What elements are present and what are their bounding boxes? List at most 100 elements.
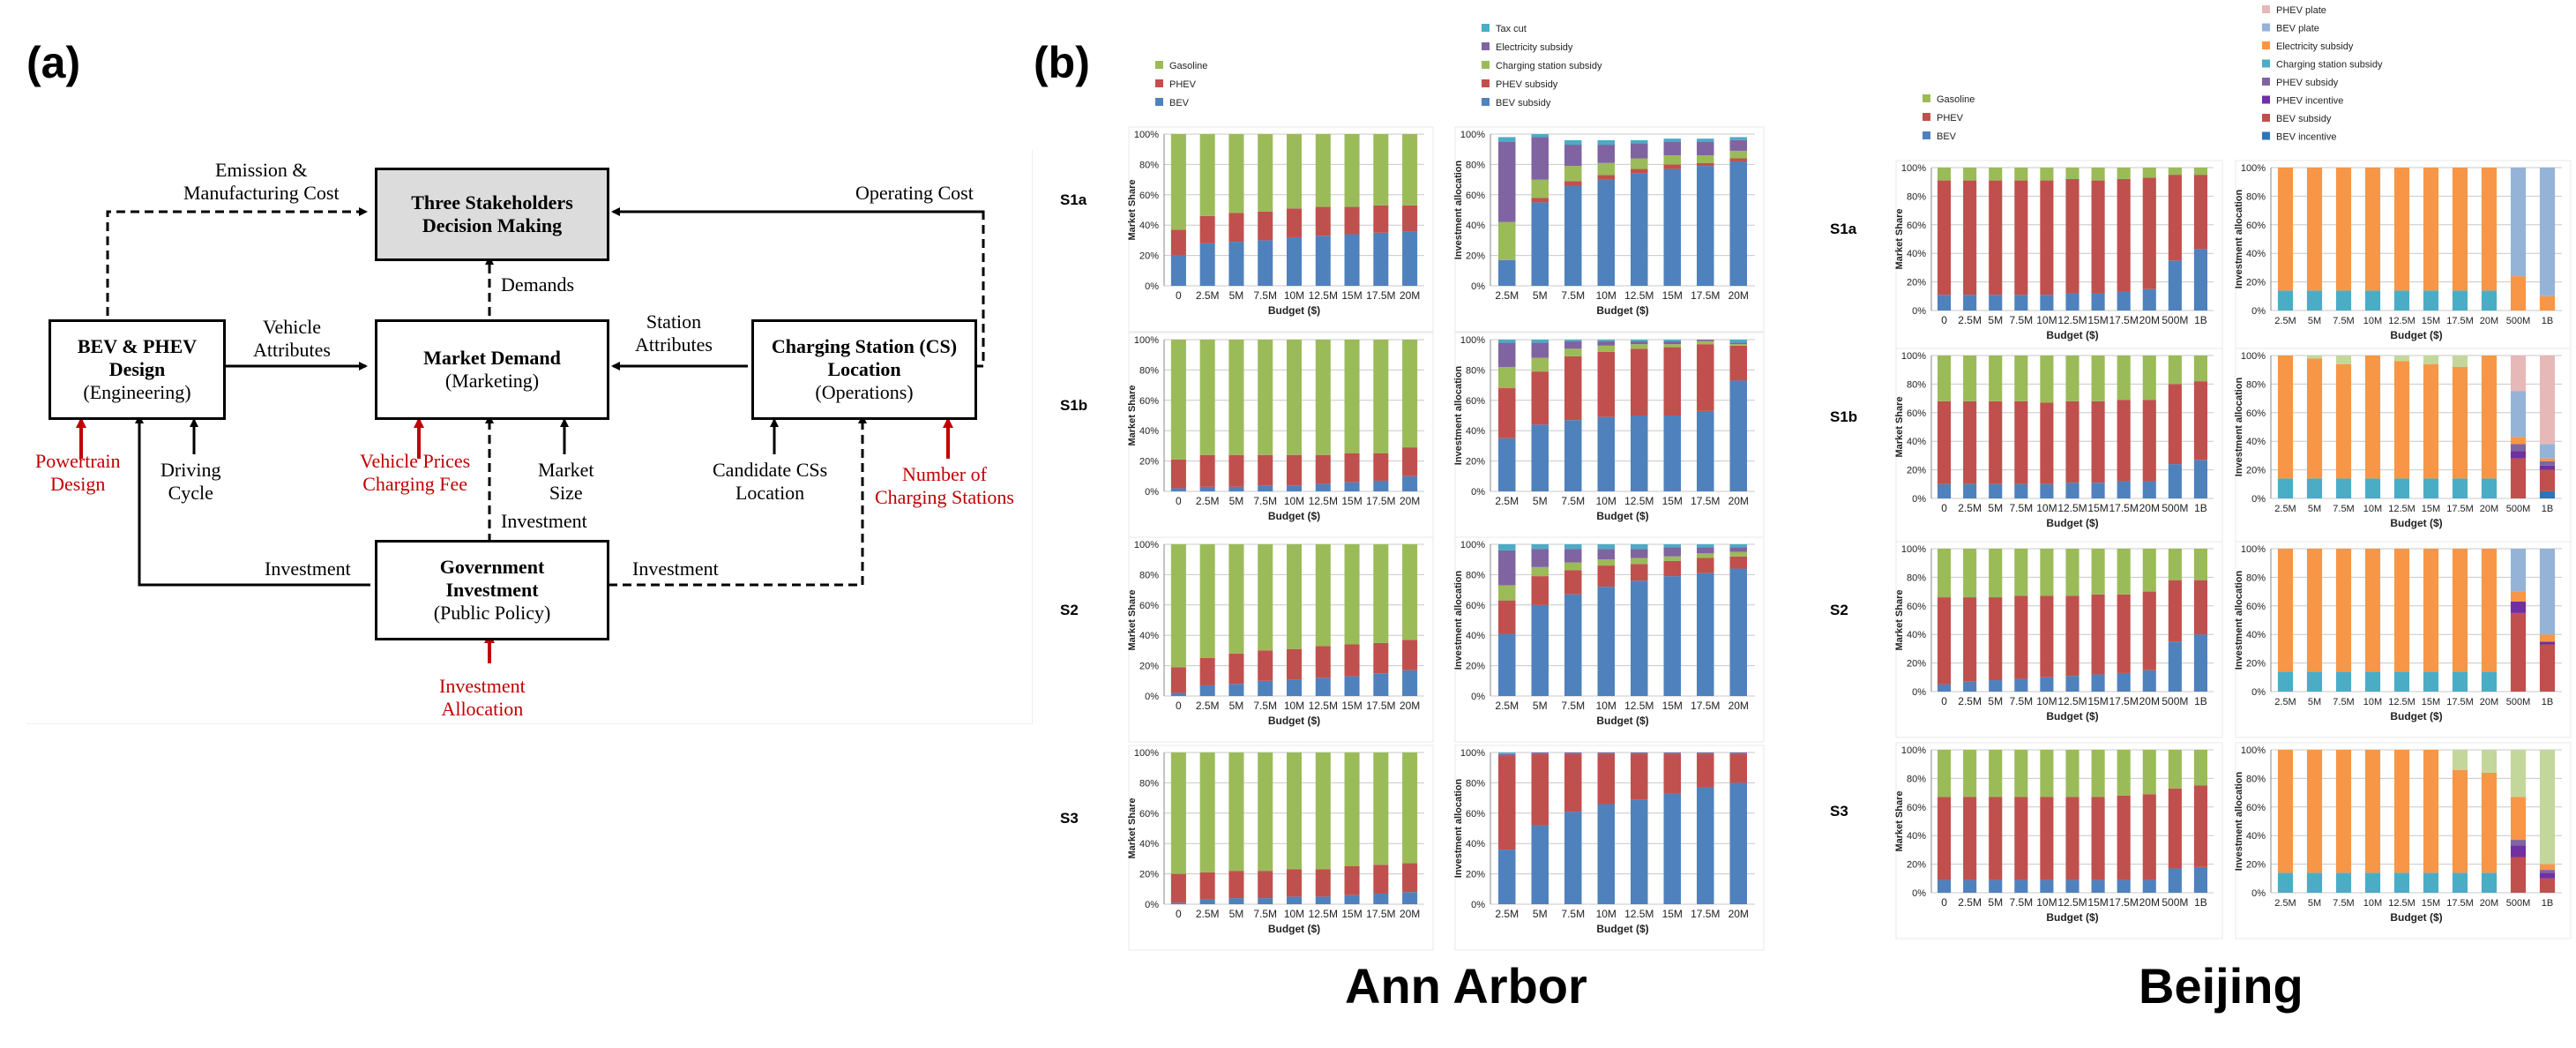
legend-label: Electricity subsidy [2276,41,2354,52]
x-tick-label: 10M [1596,700,1617,712]
bar-segment [2142,750,2156,795]
y-tick-label: 40% [2246,630,2266,640]
x-tick-label: 5M [1988,695,2003,707]
design-line-1: BEV & PHEV [77,335,198,357]
bar-segment [2193,249,2208,311]
x-tick-label: 17.5M [2109,314,2139,326]
bar-segment [2040,750,2054,797]
bar-segment [1228,242,1244,286]
y-tick-label: 60% [1139,809,1159,820]
bar-segment [1531,549,1549,567]
y-axis-title: Market Share [1894,790,1905,851]
bar-segment [2040,402,2054,484]
bar-segment [1402,640,1418,670]
bar-segment [2510,451,2527,459]
bar-segment [2393,872,2410,893]
bar-segment [1564,812,1582,904]
bar-segment [1228,684,1244,696]
bar-segment [2335,363,2352,479]
bar-segment [1729,137,1747,140]
x-tick-label: 10M [2363,316,2382,326]
x-tick-label: 20M [1400,908,1420,920]
bar-segment [1531,424,1549,491]
y-tick-label: 20% [1139,662,1159,672]
bar-segment [2452,366,2468,479]
bar-segment [1402,205,1418,232]
bar-segment [1286,485,1303,491]
x-tick-label: 5M [1988,896,2003,909]
bar-segment [2117,291,2131,311]
bar-segment [2065,750,2079,797]
bar-segment [1373,752,1389,865]
market-demand-box: Market Demand (Marketing) [375,319,609,420]
bar-segment [1373,453,1389,481]
x-tick-label: 0 [1176,495,1182,507]
x-tick-label: 12.5M [2057,896,2087,909]
bar-segment [2040,549,2054,596]
bar-segment [1663,164,1681,169]
x-tick-label: 7.5M [1253,289,1277,302]
bar-segment [1663,138,1681,142]
bar-segment [1989,295,2003,311]
bar-segment [2117,672,2131,692]
bar-segment [1498,342,1516,367]
bar-segment [2510,591,2527,602]
bar-segment [1963,356,1977,401]
y-tick-label: 100% [1134,130,1159,140]
bar-segment [1402,863,1418,893]
bar-segment [1199,486,1215,491]
bar-segment [1344,676,1360,696]
bar-segment [2393,168,2410,291]
x-tick-label: 500M [2506,898,2531,909]
bar-segment [1258,454,1273,486]
bar-segment [1597,544,1615,550]
bar-segment [1344,866,1360,895]
bar-segment [1729,544,1747,548]
y-tick-label: 80% [1907,573,1926,583]
y-tick-label: 20% [2246,466,2266,476]
y-tick-label: 40% [1907,831,1926,842]
stakeholders-box: Three Stakeholders Decision Making [375,168,609,261]
x-tick-label: 2.5M [1495,908,1519,920]
x-tick-label: 15M [2087,314,2108,326]
bar-segment [1631,143,1648,159]
bar-segment [1199,134,1215,216]
bar-segment [2452,750,2468,770]
bar-segment [1402,752,1418,864]
x-tick-label: 0 [1941,896,1947,909]
x-tick-label: 7.5M [2333,697,2354,707]
bar-segment [2193,175,2208,250]
x-tick-label: 2.5M [1196,289,1220,302]
legend-label: BEV plate [2276,24,2319,34]
bar-segment [2539,641,2556,645]
bar-segment [2142,670,2156,692]
y-tick-label: 40% [1466,221,1485,231]
bar-segment [1286,454,1303,486]
bar-segment [1498,544,1516,550]
bar-segment [1963,549,1977,598]
label-investment-up: Investment [501,510,587,532]
x-tick-label: 7.5M [1561,908,1585,920]
bar-segment [2142,168,2156,178]
x-tick-label: 20M [2139,314,2160,326]
bar-segment [1170,692,1186,696]
bar-segment [1989,797,2003,880]
bar-segment [1729,340,1747,343]
x-tick-label: 1B [2542,697,2553,707]
bar-segment [1170,459,1186,489]
bar-segment [1631,348,1648,415]
bar-segment [1170,873,1186,903]
bar-segment [1564,562,1582,571]
x-axis-title: Budget ($) [2390,710,2442,722]
x-tick-label: 10M [2363,898,2382,909]
bar-segment [1498,438,1516,491]
bar-segment [2065,797,2079,880]
bar-segment [2040,295,2054,311]
x-tick-label: 17.5M [2109,896,2139,909]
x-tick-label: 15M [1341,700,1362,712]
y-tick-label: 40% [1466,631,1485,641]
bar-segment [1697,544,1714,548]
bar-segment [1989,400,2003,484]
y-tick-label: 20% [1139,251,1159,262]
bar-segment [1258,340,1273,455]
